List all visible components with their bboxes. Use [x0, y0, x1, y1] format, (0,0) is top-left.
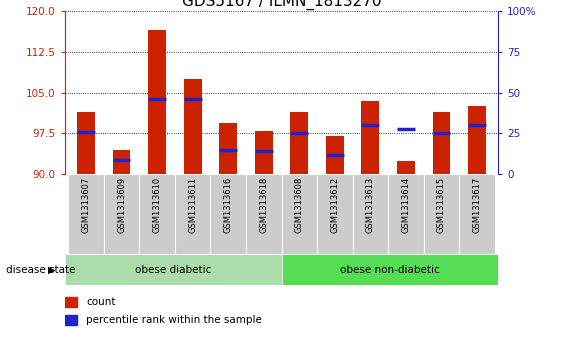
Bar — [211, 174, 246, 254]
Text: GSM1313611: GSM1313611 — [188, 177, 197, 233]
Text: GSM1313618: GSM1313618 — [259, 177, 268, 233]
Text: ▶: ▶ — [48, 265, 55, 274]
Bar — [326, 136, 343, 174]
Text: GSM1313617: GSM1313617 — [472, 177, 481, 233]
Bar — [184, 79, 202, 174]
Bar — [468, 106, 486, 174]
Bar — [361, 101, 379, 174]
Text: GSM1313614: GSM1313614 — [401, 177, 410, 233]
Text: GSM1313608: GSM1313608 — [295, 177, 304, 233]
Bar — [65, 297, 77, 307]
Text: count: count — [87, 297, 116, 307]
Bar — [352, 174, 388, 254]
Text: GSM1313607: GSM1313607 — [82, 177, 91, 233]
Bar — [65, 315, 77, 325]
Bar — [291, 112, 308, 174]
Bar — [282, 174, 317, 254]
Text: obese non-diabetic: obese non-diabetic — [340, 265, 440, 274]
Bar — [459, 174, 495, 254]
Text: GSM1313612: GSM1313612 — [330, 177, 339, 233]
Text: GSM1313609: GSM1313609 — [117, 177, 126, 233]
Bar — [113, 150, 131, 174]
Bar — [423, 174, 459, 254]
Text: obese diabetic: obese diabetic — [135, 265, 211, 274]
Bar — [397, 160, 415, 174]
Bar — [246, 174, 282, 254]
Bar — [77, 112, 95, 174]
Title: GDS5167 / ILMN_1813270: GDS5167 / ILMN_1813270 — [182, 0, 381, 9]
Text: GSM1313610: GSM1313610 — [153, 177, 162, 233]
Bar — [65, 254, 282, 285]
Bar — [68, 174, 104, 254]
Bar — [148, 30, 166, 174]
Text: disease state: disease state — [6, 265, 75, 274]
Bar — [140, 174, 175, 254]
Text: GSM1313616: GSM1313616 — [224, 177, 233, 233]
Bar — [220, 123, 237, 174]
Bar — [104, 174, 140, 254]
Bar — [317, 174, 352, 254]
Bar — [388, 174, 423, 254]
Text: percentile rank within the sample: percentile rank within the sample — [87, 314, 262, 325]
Bar — [432, 112, 450, 174]
Bar — [255, 131, 272, 174]
Text: GSM1313615: GSM1313615 — [437, 177, 446, 233]
Text: GSM1313613: GSM1313613 — [366, 177, 375, 233]
Bar — [282, 254, 498, 285]
Bar — [175, 174, 211, 254]
